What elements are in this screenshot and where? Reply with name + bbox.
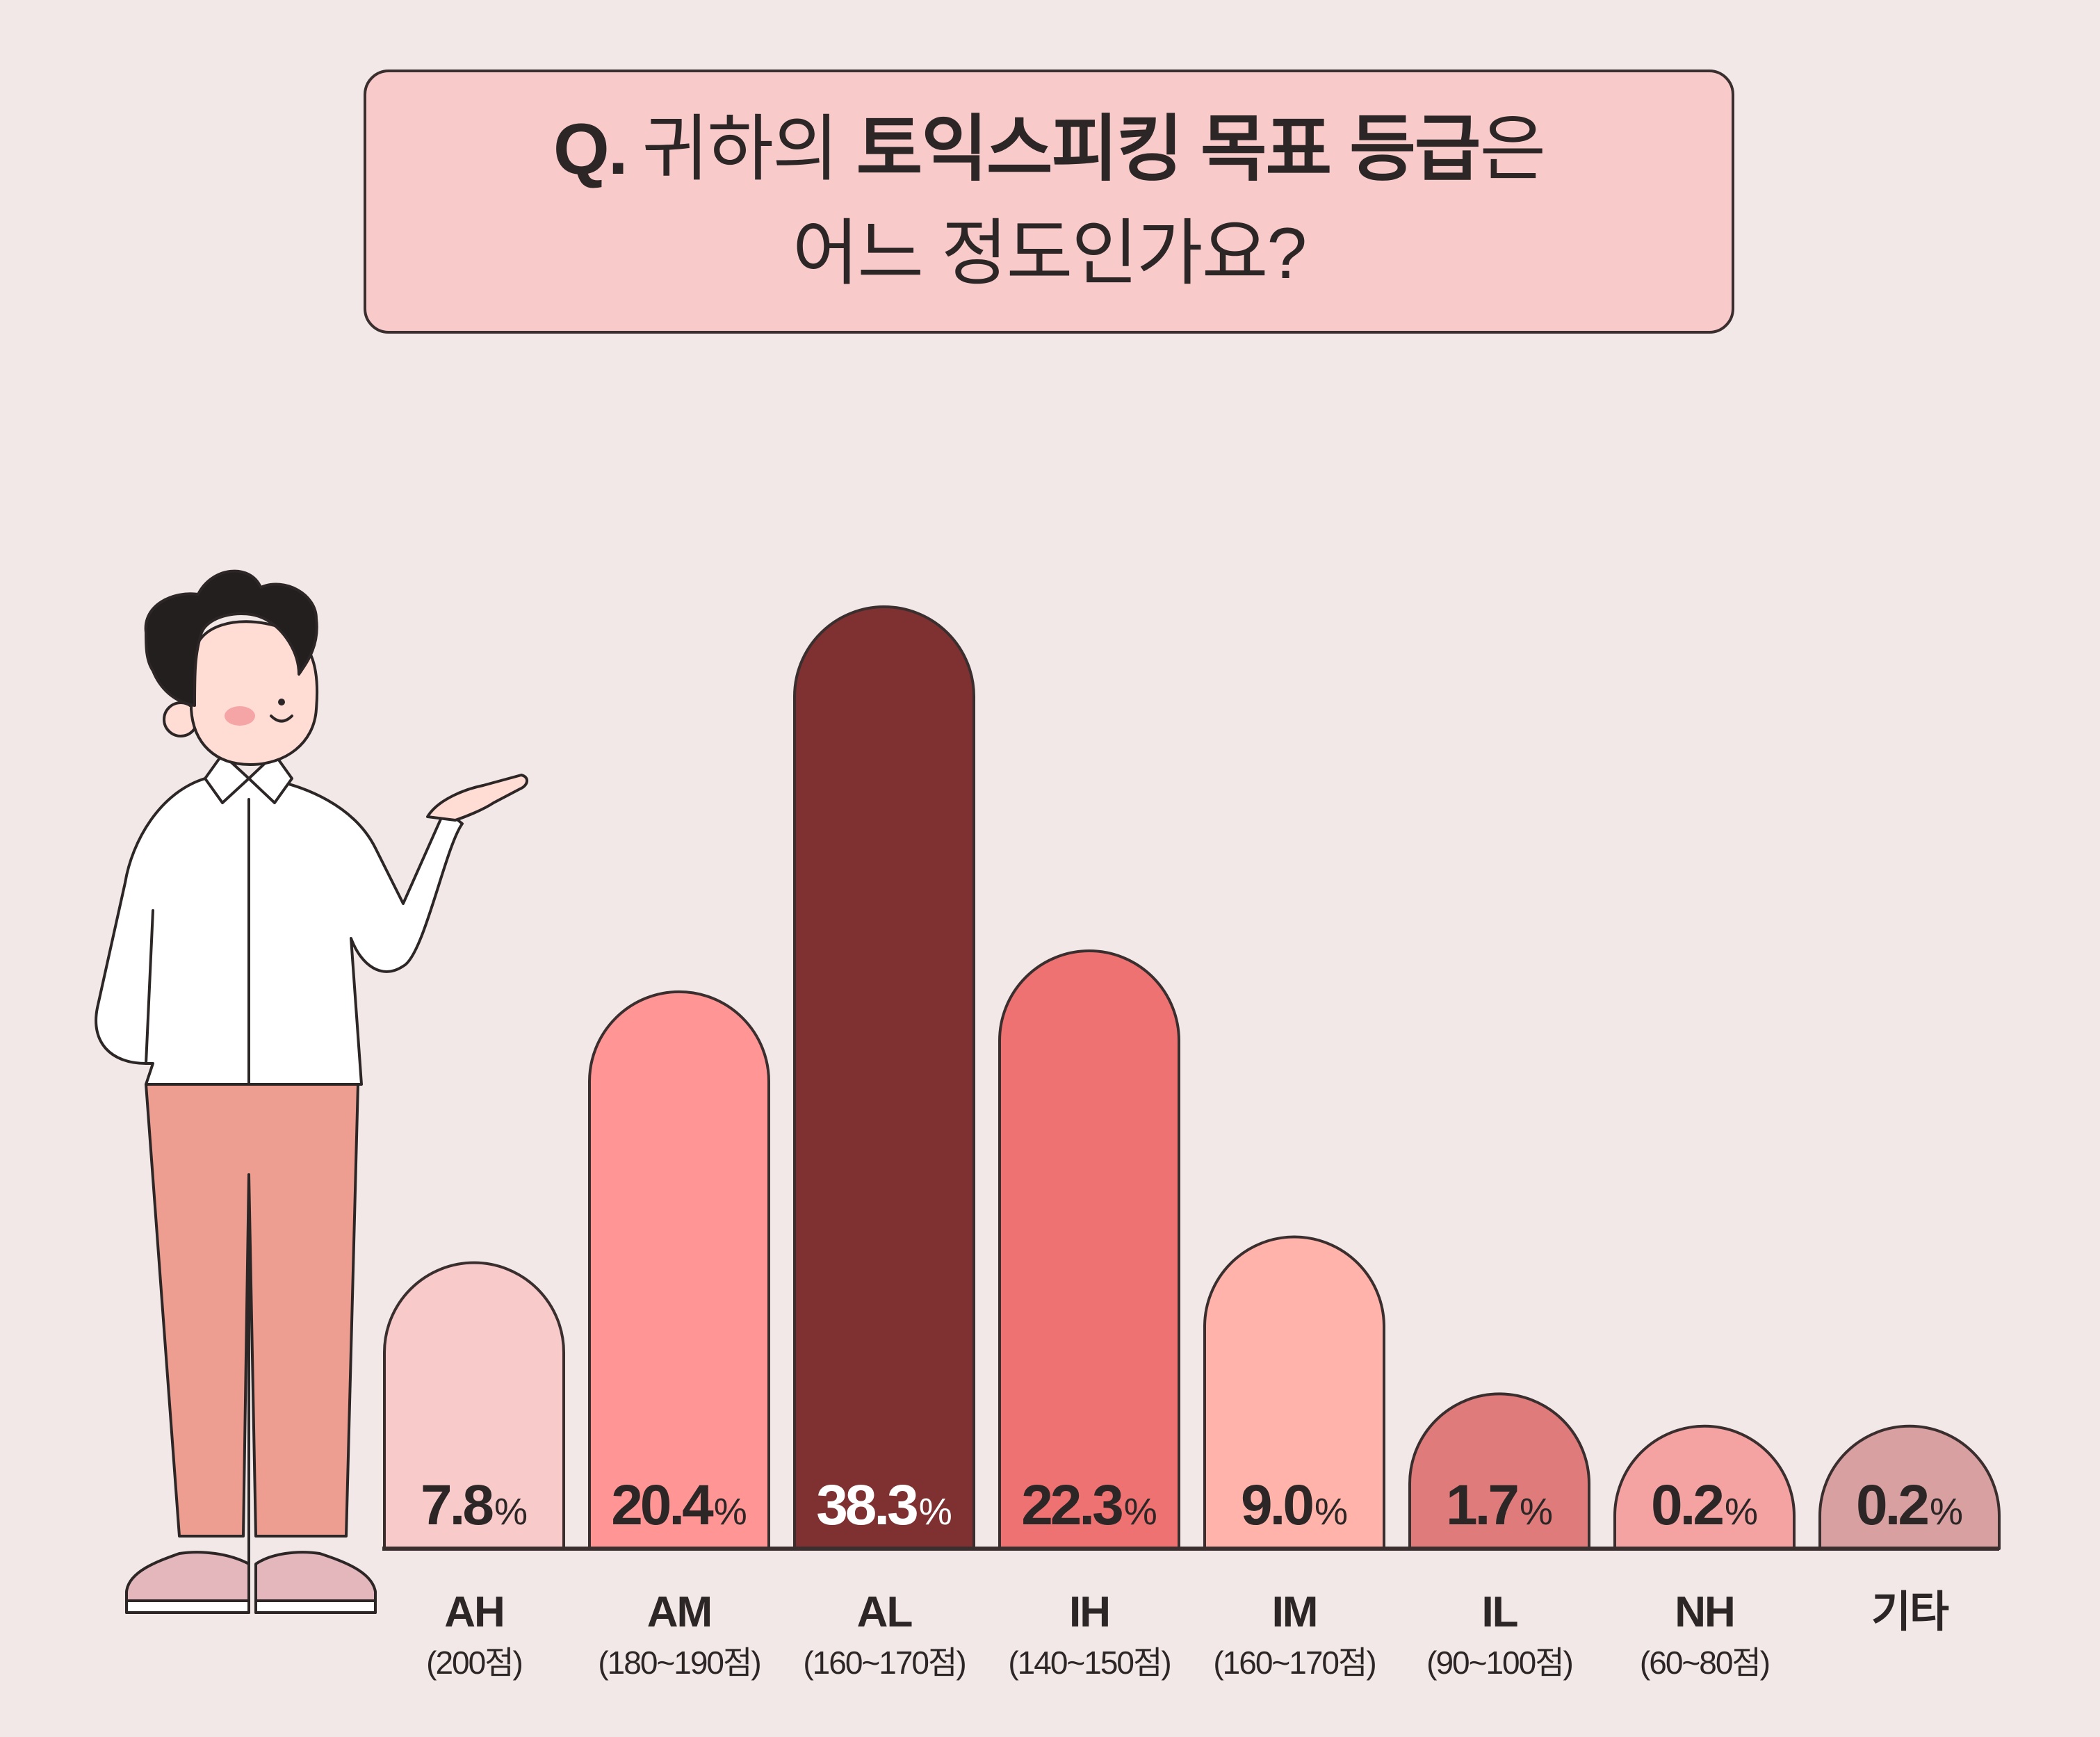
data-label-unit: %: [919, 1491, 952, 1533]
data-label: 20.4%: [611, 1474, 747, 1537]
data-label-unit: %: [1314, 1491, 1348, 1533]
bar-IH: [998, 949, 1180, 1550]
x-tick-label: IL: [1481, 1588, 1517, 1636]
bar-기타: [1818, 1424, 2001, 1550]
x-tick-sublabel: (160~170점): [1213, 1645, 1375, 1681]
data-label: 9.0%: [1241, 1474, 1348, 1537]
x-tick-sublabel: (140~150점): [1008, 1645, 1170, 1681]
data-label-unit: %: [1725, 1491, 1758, 1533]
data-label: 0.2%: [1651, 1474, 1758, 1537]
presenter-illustration: [95, 569, 528, 1614]
x-tick-label: AL: [857, 1588, 912, 1636]
data-label-value: 0.2: [1651, 1474, 1723, 1537]
data-label-unit: %: [1930, 1491, 1963, 1533]
data-label-value: 22.3: [1021, 1474, 1122, 1537]
question-lead: 귀하의: [642, 109, 839, 190]
x-tick-label: AH: [444, 1588, 504, 1636]
bar-IM: [1203, 1235, 1385, 1550]
data-label-value: 0.2: [1856, 1474, 1928, 1537]
x-tick-label: 기타: [1871, 1588, 1949, 1636]
data-label: 0.2%: [1856, 1474, 1963, 1537]
data-label: 7.8%: [421, 1474, 528, 1537]
data-label: 1.7%: [1446, 1474, 1553, 1537]
data-label: 22.3%: [1021, 1474, 1157, 1537]
bar-AL: [793, 605, 975, 1550]
data-label-value: 20.4: [611, 1474, 714, 1537]
bar-IL: [1408, 1392, 1590, 1550]
data-label: 38.3%: [816, 1474, 952, 1537]
bar-AH: [383, 1261, 565, 1550]
bar-AM: [588, 990, 770, 1550]
question-box: Q. 귀하의 토익스피킹 목표 등급은 어느 정도인가요?: [364, 70, 1734, 334]
x-tick-label: AM: [647, 1588, 711, 1636]
x-tick-sublabel: (60~80점): [1640, 1645, 1769, 1681]
x-tick-label: IH: [1069, 1588, 1109, 1636]
question-line-2: 어느 정도인가요?: [792, 213, 1307, 294]
x-tick-sublabel: (200점): [426, 1645, 522, 1681]
data-label-value: 1.7: [1446, 1474, 1517, 1537]
data-label-unit: %: [1124, 1491, 1157, 1533]
x-tick-label: NH: [1675, 1588, 1734, 1636]
question-mark: Q.: [553, 109, 628, 190]
question-line-1: Q. 귀하의 토익스피킹 목표 등급은: [553, 97, 1546, 202]
data-label-value: 38.3: [816, 1474, 917, 1537]
x-tick-sublabel: (160~170점): [803, 1645, 965, 1681]
bar-NH: [1613, 1424, 1796, 1550]
data-label-value: 7.8: [421, 1474, 493, 1537]
data-label-unit: %: [714, 1491, 747, 1533]
x-tick-label: IM: [1272, 1588, 1317, 1636]
data-label-value: 9.0: [1241, 1474, 1312, 1537]
data-label-unit: %: [494, 1491, 528, 1533]
question-suffix: 은: [1479, 109, 1546, 190]
x-tick-sublabel: (90~100점): [1426, 1645, 1572, 1681]
data-label-unit: %: [1520, 1491, 1553, 1533]
x-tick-sublabel: (180~190점): [598, 1645, 760, 1681]
question-emphasis: 토익스피킹 목표 등급: [856, 109, 1481, 190]
